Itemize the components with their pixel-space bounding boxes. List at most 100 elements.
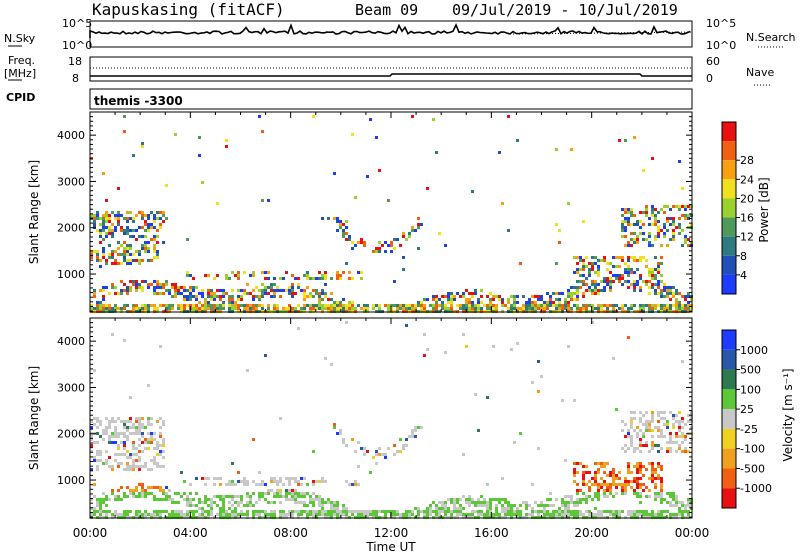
heatmap-cell [666, 450, 669, 453]
heatmap-cell [153, 226, 156, 229]
heatmap-cell [624, 486, 627, 489]
heatmap-cell [363, 241, 366, 244]
heatmap-cell [156, 444, 159, 447]
heatmap-cell [315, 277, 318, 280]
heatmap-cell [651, 444, 654, 447]
heatmap-cell [327, 513, 330, 516]
heatmap-cell [339, 304, 342, 307]
heatmap-cell [648, 271, 651, 274]
heatmap-cell [504, 513, 507, 516]
heatmap-cell [597, 274, 600, 277]
heatmap-cell [120, 253, 123, 256]
heatmap-cell [612, 474, 615, 477]
heatmap-cell [561, 304, 564, 307]
heatmap-cell [390, 250, 393, 253]
heatmap-cell [633, 256, 636, 259]
heatmap-cell [111, 262, 114, 265]
heatmap-cell [444, 513, 447, 516]
heatmap-cell [402, 444, 405, 447]
heatmap-cell [132, 441, 135, 444]
heatmap-cell [627, 220, 630, 223]
heatmap-cell [90, 304, 93, 307]
heatmap-cell [141, 307, 144, 310]
heatmap-cell [681, 510, 684, 513]
heatmap-cell [564, 513, 567, 516]
heatmap-cell [159, 489, 162, 492]
heatmap-cell [144, 214, 147, 217]
heatmap-cell [303, 274, 306, 277]
heatmap-cell [654, 223, 657, 226]
heatmap-cell [663, 289, 666, 292]
heatmap-cell [687, 238, 690, 241]
heatmap-cell [192, 304, 195, 307]
heatmap-cell [513, 504, 516, 507]
heatmap-cell [570, 148, 573, 151]
heatmap-cell [264, 286, 267, 289]
heatmap-cell [411, 304, 414, 307]
heatmap-cell [96, 453, 99, 456]
heatmap-cell [450, 304, 453, 307]
heatmap-cell [147, 250, 150, 253]
heatmap-cell [444, 504, 447, 507]
heatmap-cell [627, 211, 630, 214]
heatmap-cell [114, 426, 117, 429]
heatmap-cell [633, 241, 636, 244]
heatmap-cell [339, 429, 342, 432]
heatmap-cell [630, 232, 633, 235]
heatmap-cell [636, 465, 639, 468]
power-ylabel: Slant Range [km] [27, 160, 41, 264]
heatmap-cell [546, 304, 549, 307]
time-tick-label: 12:00 [374, 526, 409, 540]
heatmap-cell [543, 507, 546, 510]
heatmap-cell [228, 480, 231, 483]
heatmap-cell [357, 483, 360, 486]
heatmap-cell [90, 468, 93, 471]
heatmap-cell [96, 465, 99, 468]
heatmap-cell [636, 468, 639, 471]
heatmap-cell [186, 495, 189, 498]
heatmap-cell [615, 477, 618, 480]
heatmap-cell [294, 489, 297, 492]
heatmap-cell [459, 510, 462, 513]
heatmap-cell [633, 283, 636, 286]
velocity-colorbar-label: Velocity [m s⁻¹] [781, 368, 795, 461]
heatmap-cell [126, 244, 129, 247]
heatmap-cell [576, 501, 579, 504]
heatmap-cell [261, 283, 264, 286]
heatmap-cell [651, 417, 654, 420]
heatmap-cell [222, 307, 225, 310]
heatmap-cell [519, 262, 522, 265]
heatmap-cell [99, 423, 102, 426]
heatmap-cell [429, 504, 432, 507]
heatmap-cell [627, 513, 630, 516]
heatmap-cell [465, 298, 468, 301]
heatmap-cell [678, 444, 681, 447]
heatmap-cell [237, 495, 240, 498]
heatmap-cell [210, 307, 213, 310]
heatmap-cell [225, 513, 228, 516]
heatmap-cell [120, 453, 123, 456]
heatmap-cell [282, 289, 285, 292]
heatmap-cell [303, 477, 306, 480]
heatmap-cell [651, 211, 654, 214]
heatmap-cell [219, 298, 222, 301]
heatmap-cell [201, 501, 204, 504]
heatmap-cell [333, 423, 336, 426]
heatmap-cell [537, 295, 540, 298]
heatmap-cell [93, 513, 96, 516]
heatmap-cell [384, 510, 387, 513]
heatmap-cell [261, 295, 264, 298]
heatmap-cell [681, 360, 684, 363]
heatmap-cell [114, 495, 117, 498]
heatmap-cell [678, 411, 681, 414]
heatmap-cell [666, 510, 669, 513]
heatmap-cell [183, 492, 186, 495]
heatmap-cell [324, 501, 327, 504]
heatmap-cell [672, 235, 675, 238]
heatmap-cell [561, 504, 564, 507]
heatmap-cell [333, 513, 336, 516]
heatmap-cell [390, 241, 393, 244]
heatmap-cell [354, 307, 357, 310]
heatmap-cell [261, 304, 264, 307]
heatmap-cell [576, 307, 579, 310]
